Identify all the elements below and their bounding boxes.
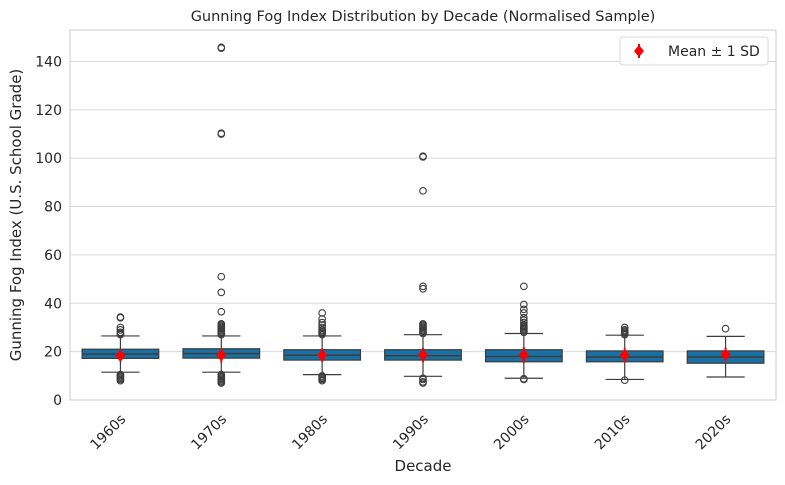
mean-diamond bbox=[619, 349, 630, 362]
mean-diamond bbox=[115, 349, 126, 362]
outlier-point bbox=[419, 152, 427, 161]
outlier-point bbox=[520, 300, 528, 309]
outlier-point bbox=[520, 374, 528, 383]
box-1970s bbox=[182, 43, 261, 387]
mean-marker-2000s bbox=[518, 347, 529, 363]
mean-marker-1980s bbox=[317, 348, 328, 363]
x-tick-label: 2010s bbox=[592, 412, 634, 454]
outlier-point bbox=[217, 272, 226, 281]
plot-frame bbox=[69, 29, 777, 401]
outlier-point bbox=[217, 319, 226, 328]
x-tick-label: 1960s bbox=[88, 412, 130, 454]
outlier-point bbox=[520, 316, 528, 325]
y-axis-label: Gunning Fog Index (U.S. School Grade) bbox=[7, 69, 25, 362]
x-tick-label: 1990s bbox=[390, 412, 432, 454]
outlier-point bbox=[419, 282, 427, 291]
x-tick-label: 1980s bbox=[289, 412, 331, 454]
mean-diamond bbox=[216, 349, 227, 362]
outlier-point bbox=[318, 326, 326, 334]
y-tick-label: 80 bbox=[44, 200, 62, 216]
mean-markers bbox=[115, 347, 731, 363]
outlier-point bbox=[520, 321, 528, 329]
y-tick-labels: 0 20 40 60 80 100 120 140 bbox=[35, 54, 62, 409]
outlier-point bbox=[520, 309, 528, 317]
outlier-point bbox=[217, 370, 226, 379]
outlier-point bbox=[620, 326, 629, 334]
x-axis-label: Decade bbox=[395, 457, 452, 475]
outlier-point bbox=[116, 370, 125, 379]
mean-marker-1960s bbox=[115, 349, 126, 362]
outlier-point bbox=[318, 315, 326, 323]
outlier-point bbox=[620, 323, 629, 332]
legend-diamond-marker bbox=[634, 45, 644, 57]
mean-diamond bbox=[720, 348, 731, 361]
outlier-point bbox=[520, 282, 528, 291]
chart-title: Gunning Fog Index Distribution by Decade… bbox=[191, 9, 656, 25]
x-tick-label: 1970s bbox=[188, 412, 230, 454]
y-tick-label: 20 bbox=[44, 345, 62, 361]
outlier-point bbox=[217, 307, 226, 316]
mean-marker-2010s bbox=[619, 348, 630, 363]
y-tick-label: 120 bbox=[35, 103, 62, 119]
outlier-point bbox=[116, 323, 125, 332]
outlier-point bbox=[318, 318, 326, 327]
outlier-point bbox=[318, 371, 326, 380]
mean-marker-1970s bbox=[216, 348, 227, 363]
outlier-point bbox=[217, 43, 226, 52]
y-tick-label: 100 bbox=[35, 151, 62, 167]
outlier-point bbox=[318, 321, 326, 329]
box-plots bbox=[81, 43, 765, 387]
outlier-point bbox=[217, 288, 226, 297]
outlier-point bbox=[116, 328, 125, 337]
box-1980s bbox=[283, 309, 362, 385]
outlier-point bbox=[419, 319, 427, 328]
outlier-point bbox=[419, 284, 427, 293]
box-1960s bbox=[81, 313, 160, 385]
outlier-point bbox=[520, 313, 528, 322]
outlier-point bbox=[116, 326, 125, 334]
y-tick-label: 0 bbox=[53, 393, 62, 409]
y-tick-label: 40 bbox=[44, 296, 62, 312]
outlier-point bbox=[419, 374, 427, 383]
box-2000s bbox=[484, 282, 563, 384]
outlier-point bbox=[520, 305, 528, 314]
outlier-point bbox=[318, 309, 326, 317]
mean-diamond bbox=[317, 349, 328, 362]
x-tick-label: 2020s bbox=[693, 412, 735, 454]
mean-marker-2020s bbox=[720, 347, 731, 362]
legend: Mean ± 1 SD bbox=[619, 36, 769, 66]
mean-marker-1990s bbox=[418, 347, 428, 363]
y-tick-label: 140 bbox=[35, 54, 62, 70]
outlier-point bbox=[419, 186, 427, 195]
x-tick-label: 2000s bbox=[491, 412, 533, 454]
mean-diamond bbox=[418, 349, 428, 362]
outlier-point bbox=[721, 324, 730, 333]
legend-box bbox=[619, 36, 769, 66]
outlier-point bbox=[318, 323, 326, 332]
legend-entry-mean-sd: Mean ± 1 SD bbox=[668, 44, 760, 60]
outlier-point bbox=[116, 313, 125, 321]
mean-diamond bbox=[518, 349, 529, 362]
x-tick-labels: 1960s 1970s 1980s 1990s 2000s 2010s 2020s bbox=[88, 412, 735, 454]
y-tick-label: 60 bbox=[44, 248, 62, 264]
outlier-point bbox=[217, 129, 226, 138]
outlier-point bbox=[419, 378, 427, 386]
outlier-point bbox=[620, 376, 629, 385]
outlier-point bbox=[520, 318, 528, 327]
